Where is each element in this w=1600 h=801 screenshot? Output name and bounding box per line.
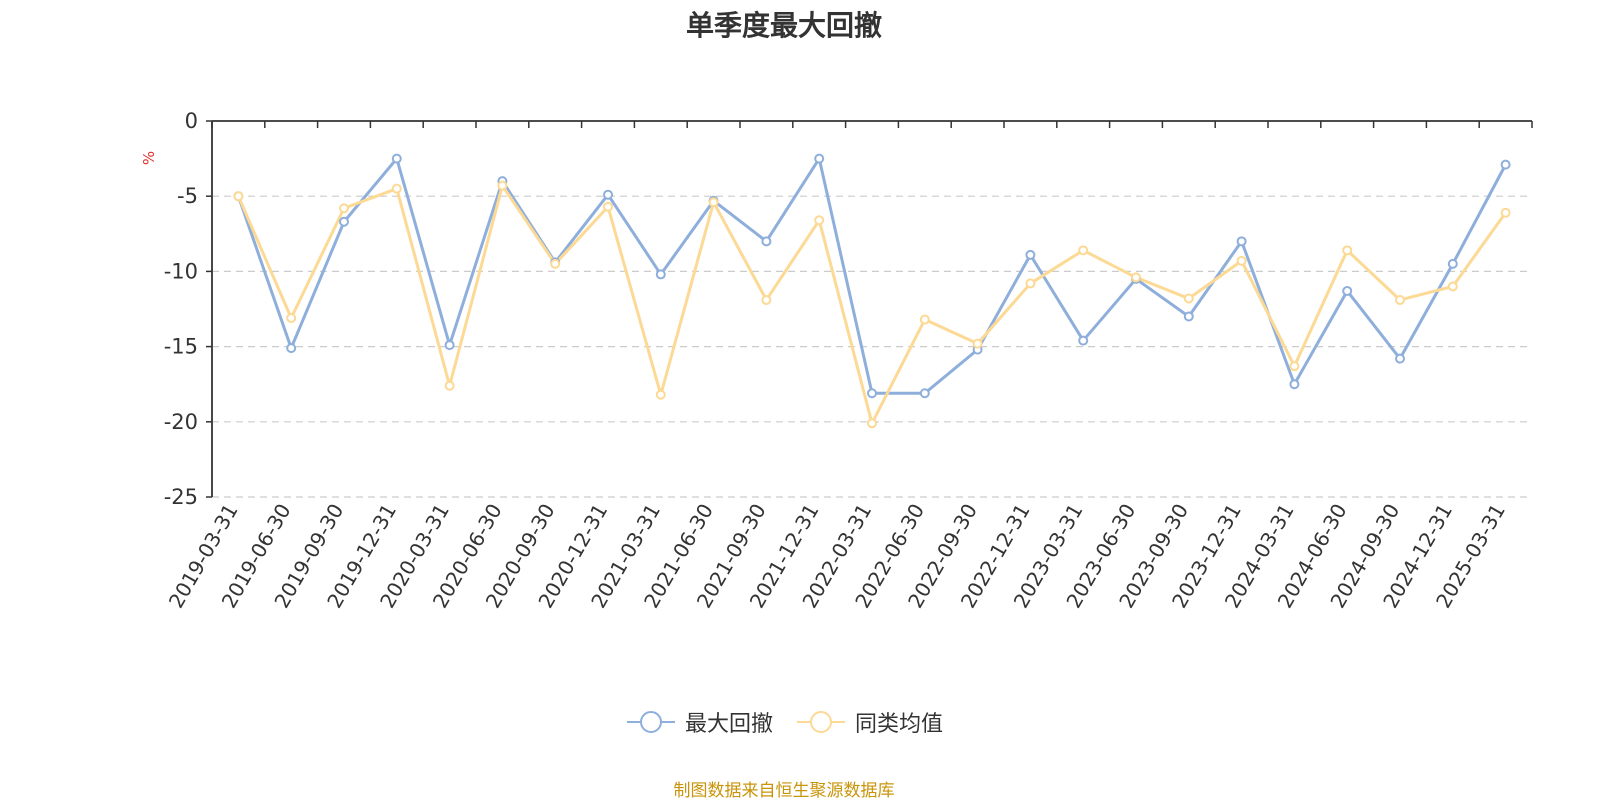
legend-item-2[interactable]: 同类均值 (795, 706, 943, 738)
data-point-series-2 (1183, 293, 1194, 304)
data-point-series-1 (1236, 236, 1247, 247)
data-point-series-2 (1025, 278, 1036, 289)
data-point-series-1 (1289, 379, 1300, 390)
data-point-series-2 (867, 418, 877, 429)
y-tick-label: -15 (164, 335, 198, 359)
data-point-series-1 (655, 269, 666, 280)
y-tick-label: -10 (164, 259, 198, 283)
data-point-series-2 (550, 258, 561, 269)
y-tick-label: 0 (185, 109, 198, 133)
data-point-series-1 (919, 388, 930, 399)
legend-swatch (626, 711, 675, 733)
y-tick-label: -20 (164, 410, 198, 434)
data-point-series-2 (1236, 255, 1247, 266)
legend-item-1[interactable]: 最大回撤 (625, 706, 773, 738)
data-point-series-1 (867, 388, 877, 399)
data-point-series-1 (391, 153, 402, 164)
data-point-series-2 (339, 203, 349, 214)
series-line-1 (236, 157, 1507, 395)
data-point-series-2 (972, 338, 983, 349)
data-point-series-2 (814, 215, 825, 226)
data-point-series-2 (603, 201, 613, 212)
legend-swatch-marker (810, 711, 832, 733)
data-point-series-1 (1183, 311, 1194, 322)
legend: 最大回撤 同类均值 (0, 706, 1568, 738)
legend-label: 最大回撤 (684, 712, 773, 737)
data-point-series-2 (1289, 361, 1300, 372)
data-point-series-2 (1342, 245, 1353, 256)
y-axis-unit-label: % (140, 151, 158, 165)
data-point-series-1 (1025, 249, 1036, 260)
data-point-series-1 (1395, 353, 1405, 364)
data-point-series-1 (603, 189, 613, 200)
data-point-series-1 (286, 343, 297, 354)
chart-title: 单季度最大回撤 (685, 9, 882, 42)
data-point-series-1 (1500, 159, 1511, 170)
data-point-series-1 (1447, 258, 1458, 269)
data-point-series-2 (1078, 245, 1089, 256)
data-point-series-1 (339, 216, 349, 227)
legend-label: 同类均值 (855, 712, 944, 737)
legend-swatch-marker (639, 711, 662, 733)
y-tick-label: -5 (177, 184, 198, 208)
data-point-series-2 (233, 191, 244, 202)
series-lines (233, 153, 1511, 429)
data-point-series-2 (708, 197, 719, 208)
source-note: 制图数据来自恒生聚源数据库 (673, 781, 895, 801)
data-point-series-2 (497, 180, 508, 191)
data-point-series-2 (1395, 294, 1405, 305)
data-point-series-1 (1342, 285, 1353, 296)
data-point-series-1 (761, 236, 772, 247)
data-point-series-2 (655, 389, 666, 400)
data-point-series-2 (286, 313, 297, 324)
data-point-series-1 (1078, 335, 1089, 346)
data-point-series-2 (761, 294, 772, 305)
data-point-series-1 (444, 340, 455, 351)
data-point-series-2 (1500, 207, 1511, 218)
y-tick-label: -25 (164, 485, 198, 509)
data-point-series-1 (814, 153, 825, 164)
data-point-series-2 (1447, 281, 1458, 292)
data-point-series-2 (1131, 272, 1141, 283)
data-point-series-2 (391, 183, 402, 194)
data-point-series-2 (919, 314, 930, 325)
legend-swatch (797, 711, 845, 733)
axes: 0-5-10-15-20-252019-03-312019-06-302019-… (164, 109, 1533, 612)
data-point-series-2 (444, 380, 455, 391)
